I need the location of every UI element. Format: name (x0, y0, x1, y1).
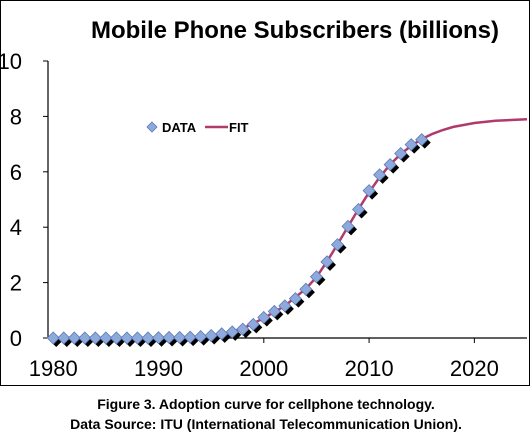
data-point (236, 322, 252, 339)
data-point (246, 317, 263, 334)
data-point (373, 168, 389, 184)
data-source-caption: Data Source: ITU (International Telecomm… (70, 416, 462, 432)
data-point (151, 331, 168, 347)
data-point (288, 292, 305, 308)
data-point (362, 184, 379, 200)
y-tick-label: 0 (10, 326, 22, 351)
data-point (278, 299, 294, 315)
data-point (383, 158, 400, 174)
chart-title: Mobile Phone Subscribers (billions) (91, 17, 499, 44)
data-point (415, 133, 431, 149)
data-point (225, 325, 242, 341)
data-point (404, 138, 421, 154)
legend-data-marker (146, 121, 158, 133)
y-tick-label: 8 (10, 104, 22, 129)
data-point (215, 327, 231, 343)
x-tick-label: 1990 (134, 356, 183, 381)
legend-fit-label: FIT (229, 120, 249, 135)
y-tick-label: 6 (10, 160, 22, 185)
legend: DATA FIT (146, 120, 249, 135)
figure-caption: Figure 3. Adoption curve for cellphone t… (97, 396, 435, 412)
data-point (46, 331, 63, 347)
y-tick-label: 4 (10, 215, 22, 240)
x-tick-label: 1980 (29, 356, 78, 381)
data-point (351, 202, 368, 219)
x-tick-label: 2020 (450, 356, 499, 381)
data-point (394, 146, 410, 163)
x-tick-label: 2010 (345, 356, 394, 381)
subscribers-chart: Mobile Phone Subscribers (billions) 0 2 4 6… (0, 17, 528, 381)
data-point (67, 331, 84, 347)
data-point (341, 219, 358, 236)
x-tick-label: 2000 (239, 356, 288, 381)
data-point (257, 310, 273, 327)
axes: 0 2 4 6 8 10 1980 1990 2000 2010 2020 (0, 49, 527, 381)
legend-data-label: DATA (162, 120, 197, 135)
data-point (330, 238, 347, 254)
y-tick-label: 10 (0, 49, 22, 74)
data-point (309, 270, 326, 286)
data-point (299, 282, 315, 299)
data-point (267, 304, 284, 321)
data-series (46, 133, 431, 347)
y-tick-label: 2 (10, 271, 22, 296)
data-point (320, 255, 336, 271)
